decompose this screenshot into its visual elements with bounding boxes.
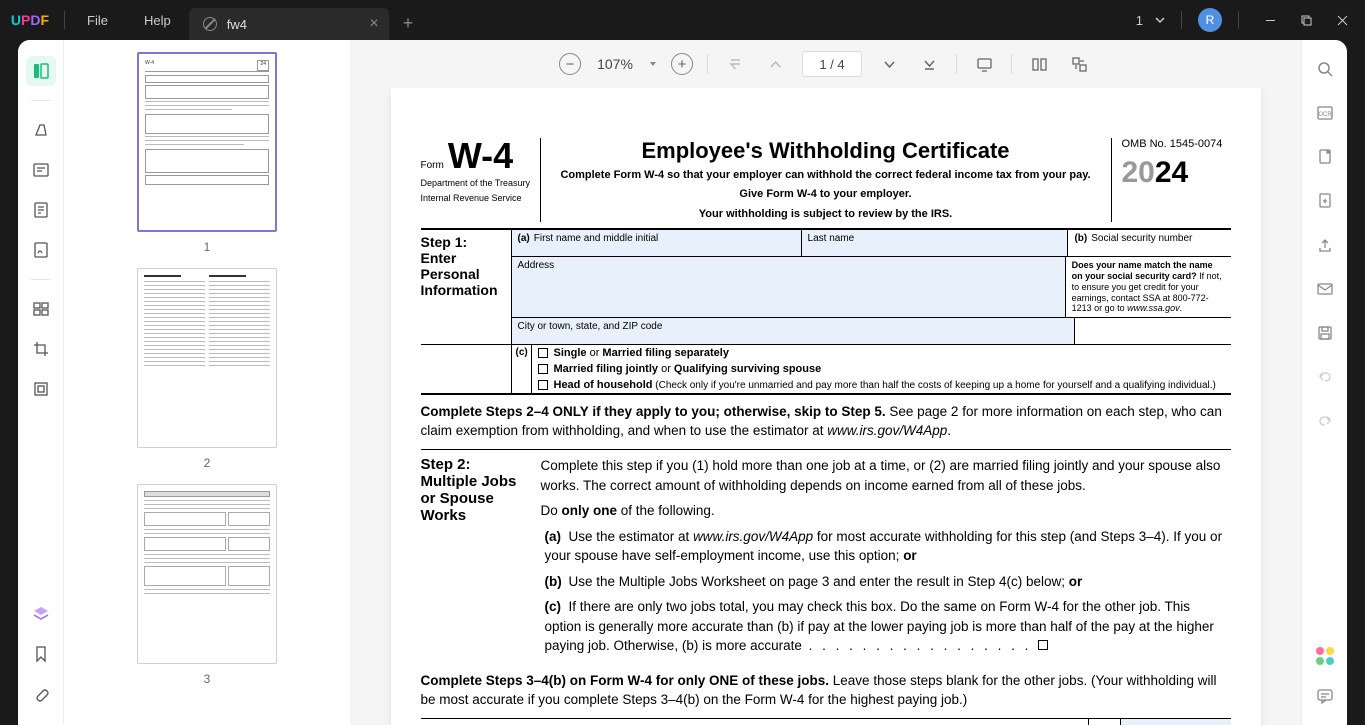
- user-avatar[interactable]: R: [1198, 8, 1222, 32]
- page-thumbnail-1[interactable]: W-424: [137, 52, 277, 232]
- presentation-button[interactable]: [971, 51, 997, 77]
- ai-assistant-button[interactable]: [1312, 643, 1338, 669]
- step2-intro: Complete this step if you (1) hold more …: [541, 456, 1231, 495]
- divider: [31, 279, 51, 280]
- thumbnails-panel-button[interactable]: [26, 56, 56, 86]
- app-logo: UPDF: [0, 12, 60, 28]
- organize-pages-button[interactable]: [26, 294, 56, 324]
- ssn-label: Social security number: [1091, 233, 1192, 244]
- last-page-button[interactable]: [916, 51, 942, 77]
- svg-text:OCR: OCR: [1318, 112, 1332, 118]
- convert-button[interactable]: [1312, 188, 1338, 214]
- window-minimize-button[interactable]: [1255, 5, 1285, 35]
- divider: [31, 100, 51, 101]
- menu-file[interactable]: File: [69, 13, 126, 28]
- form-subtitle-1: Complete Form W-4 so that your employer …: [551, 168, 1101, 183]
- tab-close-icon[interactable]: ×: [369, 15, 378, 33]
- page-thumbnail-2[interactable]: [137, 268, 277, 448]
- compress-button[interactable]: [26, 374, 56, 404]
- filing-hoh-checkbox[interactable]: [538, 380, 548, 390]
- tab-doc-icon: [203, 17, 217, 31]
- dept-irs: Internal Revenue Service: [421, 193, 532, 204]
- form-year: 2024: [1122, 156, 1231, 190]
- prev-page-button[interactable]: [762, 51, 788, 77]
- left-toolbar: [18, 40, 64, 725]
- highlighter-tool-button[interactable]: [26, 115, 56, 145]
- tab-title: fw4: [227, 17, 247, 32]
- thumb-number: 3: [137, 672, 277, 686]
- last-name-label: Last name: [808, 233, 855, 244]
- undo-button[interactable]: [1312, 364, 1338, 390]
- window-close-button[interactable]: [1327, 5, 1357, 35]
- fill-sign-button[interactable]: [26, 235, 56, 265]
- pdf-page: Form W-4 Department of the Treasury Inte…: [391, 88, 1261, 725]
- page-number-input[interactable]: [802, 51, 862, 77]
- divider: [1181, 11, 1182, 29]
- attachment-button[interactable]: [26, 679, 56, 709]
- form-subtitle-2: Give Form W-4 to your employer.: [551, 187, 1101, 202]
- window-maximize-button[interactable]: [1291, 5, 1321, 35]
- redo-button[interactable]: [1312, 408, 1338, 434]
- menu-help[interactable]: Help: [126, 13, 189, 28]
- first-page-button[interactable]: [722, 51, 748, 77]
- zoom-level: 107%: [595, 56, 635, 72]
- ocr-button[interactable]: OCR: [1312, 100, 1338, 126]
- email-button[interactable]: [1312, 276, 1338, 302]
- compare-button[interactable]: [1066, 51, 1092, 77]
- bookmark-button[interactable]: [26, 639, 56, 669]
- new-tab-button[interactable]: +: [389, 13, 428, 34]
- document-area: − 107% + Form W-4 Department o: [350, 40, 1301, 725]
- tab-count[interactable]: 1: [1130, 13, 1149, 28]
- form-label: Form: [421, 160, 444, 171]
- zoom-out-button[interactable]: −: [559, 53, 581, 75]
- zoom-dropdown-icon[interactable]: [649, 60, 657, 68]
- share-button[interactable]: [1312, 232, 1338, 258]
- divider: [64, 11, 65, 29]
- document-tab[interactable]: fw4 ×: [189, 8, 389, 40]
- dept-treasury: Department of the Treasury: [421, 178, 532, 189]
- comments-button[interactable]: [1312, 683, 1338, 709]
- chevron-down-icon[interactable]: [1155, 15, 1165, 25]
- address-label: Address: [518, 260, 555, 271]
- main-area: W-424 1 2: [18, 40, 1347, 725]
- step2-text: Multiple Jobs or Spouse Works: [421, 473, 517, 524]
- omb-number: OMB No. 1545-0074: [1122, 138, 1231, 150]
- forms-button[interactable]: [26, 195, 56, 225]
- separator: [1011, 54, 1012, 74]
- filing-married-checkbox[interactable]: [538, 364, 548, 374]
- separator: [707, 54, 708, 74]
- separator: [956, 54, 957, 74]
- save-button[interactable]: [1312, 320, 1338, 346]
- zoom-in-button[interactable]: +: [671, 53, 693, 75]
- thumbnail-panel: W-424 1 2: [64, 40, 350, 725]
- city-label: City or town, state, and ZIP code: [518, 321, 663, 332]
- filing-single-checkbox[interactable]: [538, 348, 548, 358]
- step2c-checkbox[interactable]: [1038, 640, 1048, 650]
- first-name-label: First name and middle initial: [534, 233, 659, 244]
- form-number: W-4: [448, 135, 513, 176]
- search-button[interactable]: [1312, 56, 1338, 82]
- view-toolbar: − 107% +: [350, 40, 1301, 88]
- thumb-number: 2: [137, 456, 277, 470]
- page-thumbnail-3[interactable]: [137, 484, 277, 664]
- next-page-button[interactable]: [876, 51, 902, 77]
- form-title: Employee's Withholding Certificate: [551, 138, 1101, 164]
- thumb-number: 1: [137, 240, 277, 254]
- edit-text-button[interactable]: [26, 155, 56, 185]
- titlebar: UPDF File Help fw4 × + 1 R: [0, 0, 1365, 40]
- step1-label: Step 1:: [421, 234, 505, 250]
- crop-button[interactable]: [26, 334, 56, 364]
- right-toolbar: OCR: [1301, 40, 1347, 725]
- layers-button[interactable]: [26, 599, 56, 629]
- step1-text: Enter Personal Information: [421, 250, 505, 298]
- step2-label: Step 2:: [421, 456, 531, 473]
- divider: [1238, 11, 1239, 29]
- export-button[interactable]: [1312, 144, 1338, 170]
- form-subtitle-3: Your withholding is subject to review by…: [551, 207, 1101, 222]
- document-scroll[interactable]: Form W-4 Department of the Treasury Inte…: [350, 88, 1301, 725]
- page-layout-button[interactable]: [1026, 51, 1052, 77]
